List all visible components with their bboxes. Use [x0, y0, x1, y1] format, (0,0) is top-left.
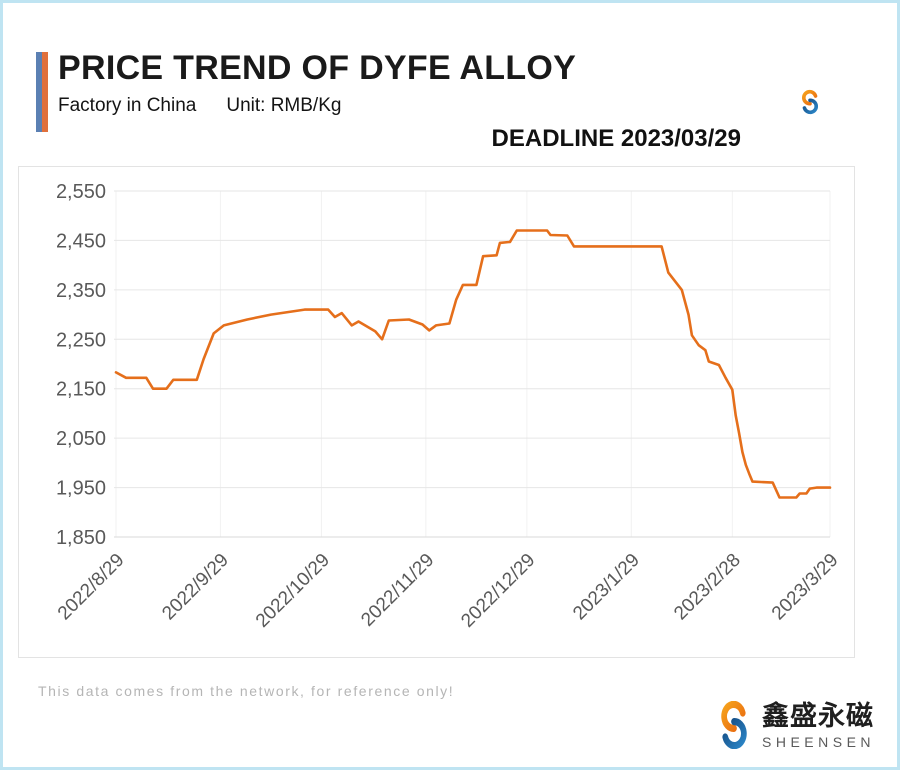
sheensen-s-logo-icon — [715, 701, 753, 749]
subtitle-unit: Unit: RMB/Kg — [226, 95, 342, 116]
y-axis-tick-label: 2,550 — [56, 181, 106, 203]
title-accent-bar — [36, 52, 48, 132]
accent-blue-stripe — [36, 52, 42, 132]
y-axis-tick-label: 2,250 — [56, 329, 106, 351]
price-line — [114, 229, 832, 499]
page-title: PRICE TREND OF DYFE ALLOY — [58, 49, 577, 87]
accent-orange-stripe — [42, 52, 48, 132]
y-axis-tick-label: 1,850 — [56, 527, 106, 549]
x-axis-tick-label: 2022/8/29 — [54, 550, 129, 625]
y-axis-tick-label: 2,350 — [56, 280, 106, 302]
x-axis-tick-label: 2022/10/29 — [252, 550, 334, 632]
x-axis-tick-label: 2023/1/29 — [569, 550, 644, 625]
subtitle-factory: Factory in China — [58, 95, 197, 116]
deadline-label: DEADLINE 2023/03/29 — [491, 125, 741, 152]
subtitle: Factory in China Unit: RMB/Kg — [58, 95, 341, 117]
x-axis-tick-label: 2023/2/28 — [670, 550, 745, 625]
y-axis-tick-label: 2,450 — [56, 230, 106, 252]
x-axis-tick-label: 2022/11/29 — [357, 550, 438, 631]
x-axis-tick-label: 2023/3/29 — [768, 550, 843, 625]
y-axis-tick-label: 1,950 — [56, 478, 106, 500]
price-trend-chart: 1,850 1,950 2,050 2,150 2,250 2,350 2,450 2,550… — [54, 181, 843, 632]
chart-card: 1,850 1,950 2,050 2,150 2,250 2,350 2,450 2,550… — [18, 166, 855, 658]
disclaimer-text: This data comes from the network, for re… — [38, 683, 455, 699]
qr-code-image — [796, 88, 824, 116]
x-axis-tick-label: 2022/12/29 — [457, 550, 539, 632]
brand-block: 鑫盛永磁 SHEENSEN — [715, 701, 875, 750]
brand-text: 鑫盛永磁 SHEENSEN — [762, 701, 875, 750]
brand-name-cn: 鑫盛永磁 — [762, 701, 874, 731]
y-axis-tick-label: 2,050 — [56, 428, 106, 450]
qr-code — [756, 48, 864, 156]
x-axis-tick-label: 2022/9/29 — [158, 550, 233, 625]
y-axis-tick-label: 2,150 — [56, 379, 106, 401]
brand-name-en: SHEENSEN — [762, 734, 876, 750]
